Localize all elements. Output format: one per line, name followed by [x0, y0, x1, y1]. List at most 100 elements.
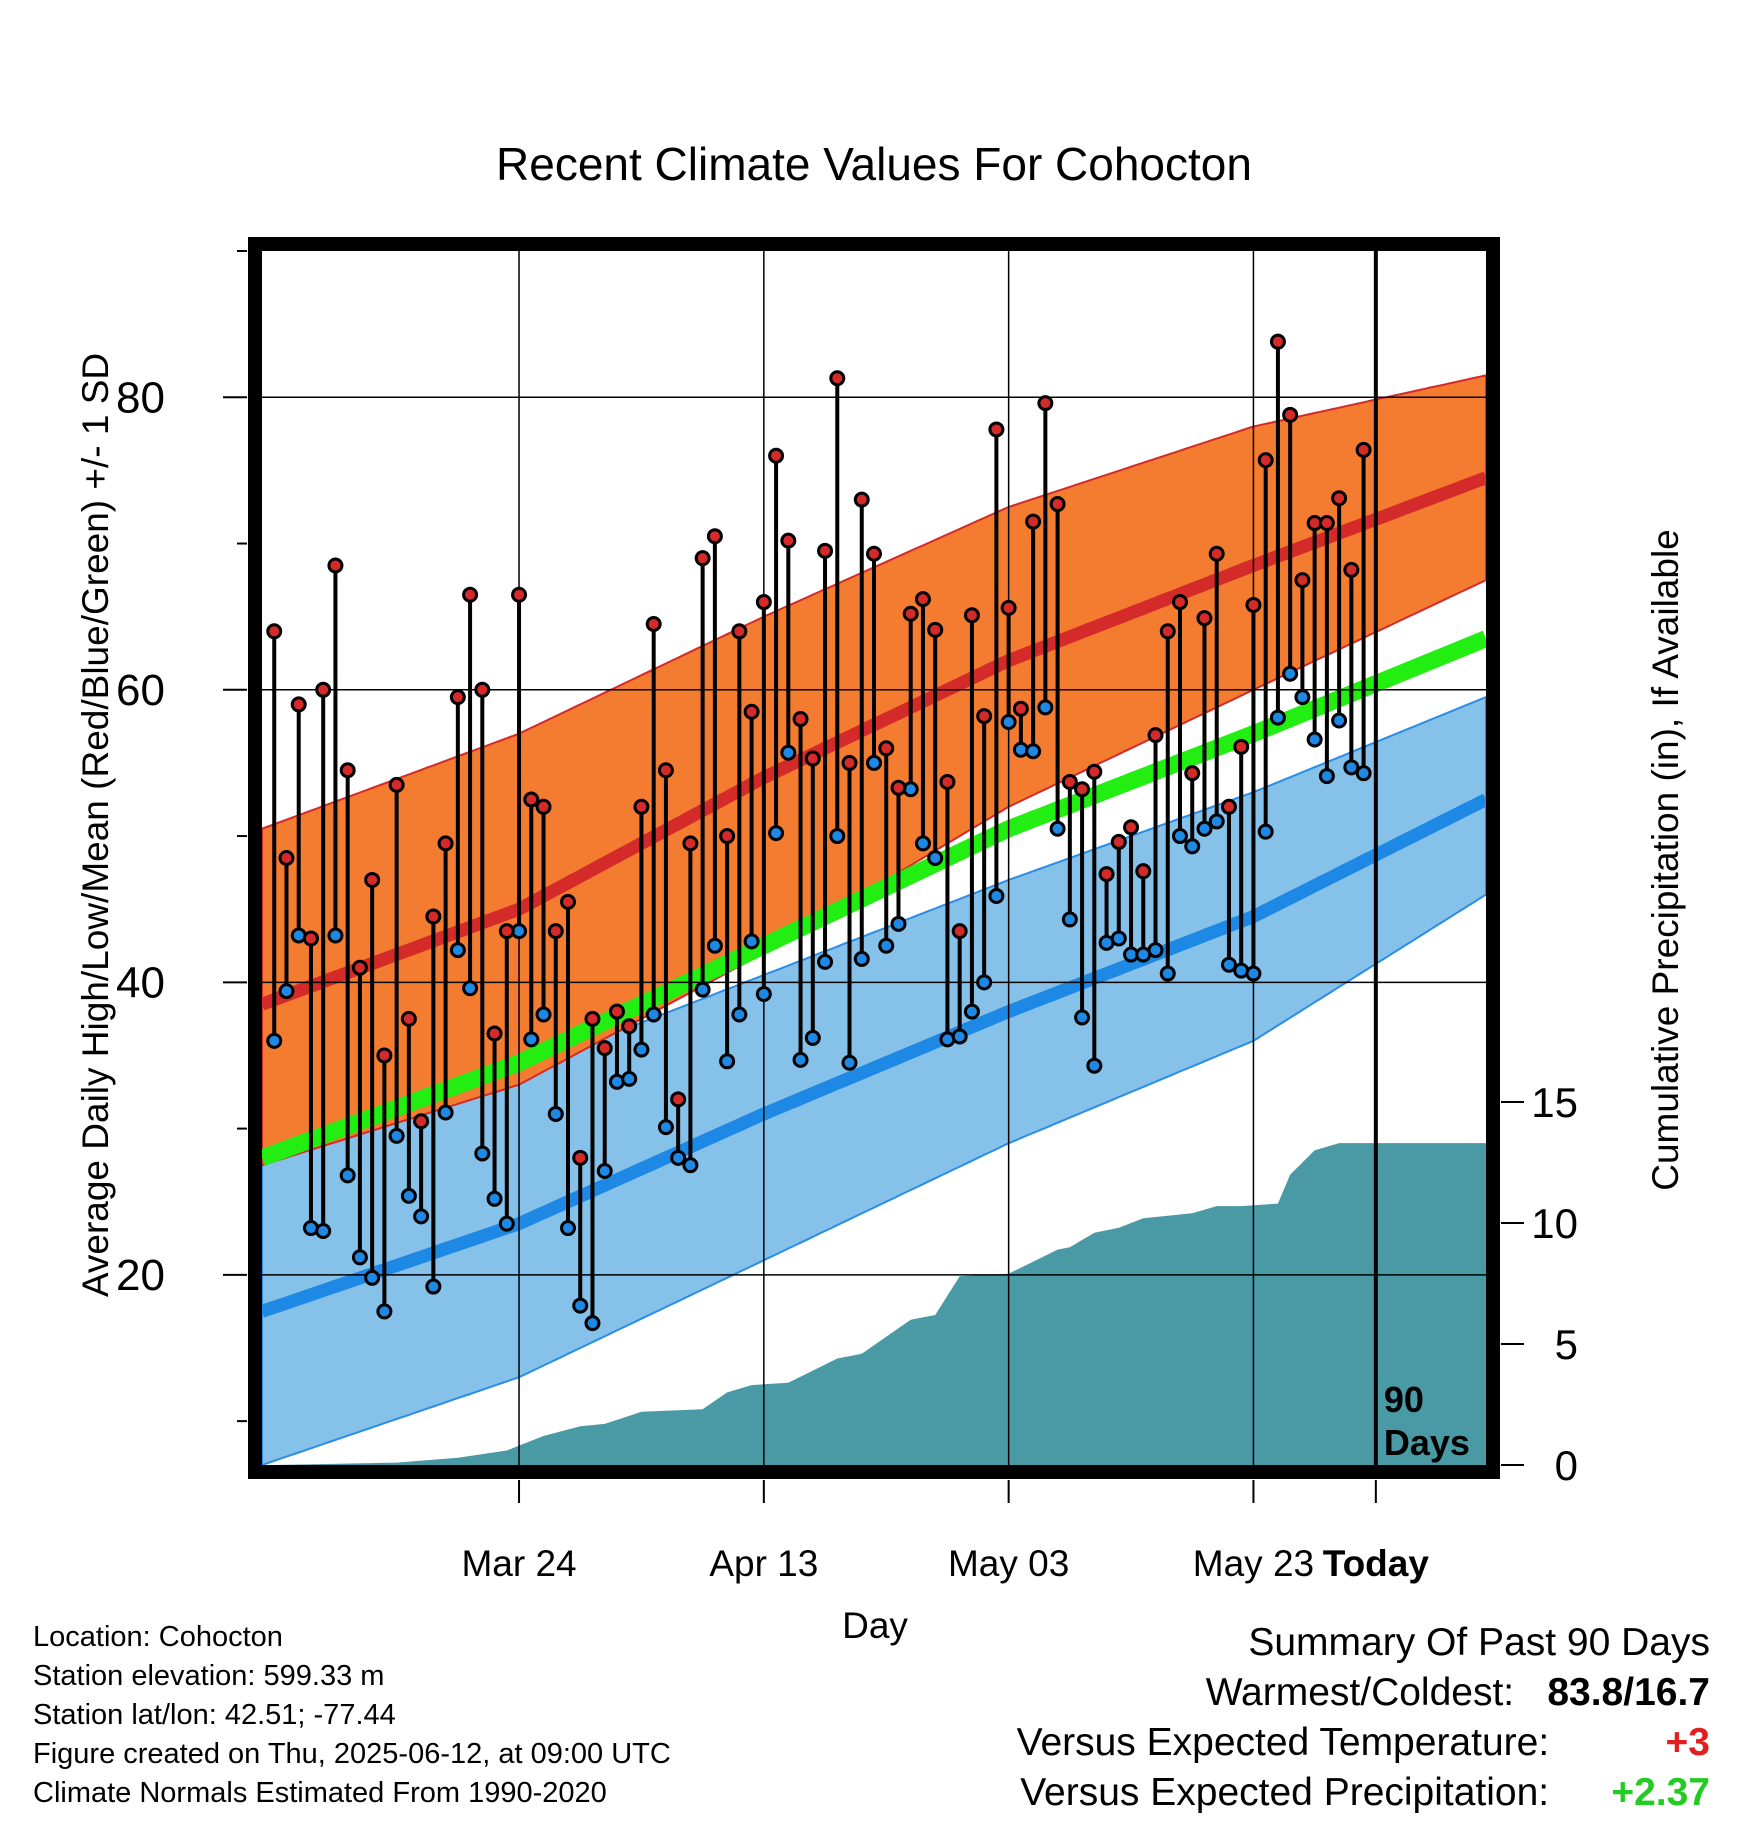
summary-panel: Summary Of Past 90 Days Warmest/Coldest:…: [1017, 1618, 1710, 1818]
high-temp-point: [1074, 781, 1091, 798]
high-temp-point: [1147, 727, 1164, 744]
temp-label: Versus Expected Temperature:: [1016, 1721, 1550, 1764]
high-temp-point: [1184, 765, 1201, 782]
high-temp-point: [266, 623, 283, 640]
x-tick-label: May 03: [948, 1543, 1069, 1584]
high-temp-point: [706, 528, 723, 545]
low-temp-point: [1000, 713, 1017, 730]
info-normals: Climate Normals Estimated From 1990-2020: [33, 1777, 607, 1809]
low-temp-point: [1172, 828, 1188, 845]
high-temp-point: [829, 370, 846, 387]
x-axis-label: Day: [842, 1605, 908, 1646]
low-temp-point: [584, 1315, 601, 1332]
high-temp-point: [1318, 515, 1335, 532]
high-temp-point: [939, 773, 956, 790]
y-tick-label: 60: [116, 666, 165, 715]
high-temp-point: [1061, 773, 1078, 790]
low-temp-point: [1086, 1057, 1103, 1074]
high-temp-point: [376, 1047, 393, 1064]
high-temp-point: [1282, 406, 1299, 423]
low-temp-point: [498, 1215, 515, 1232]
high-temp-point: [976, 708, 993, 725]
low-temp-point: [657, 1119, 674, 1136]
low-temp-point: [1355, 765, 1372, 782]
y-tick-label: 80: [116, 373, 165, 422]
low-temp-point: [633, 1041, 650, 1058]
low-temp-point: [474, 1145, 491, 1162]
low-temp-point: [1037, 699, 1054, 716]
low-temp-point: [706, 937, 723, 954]
low-temp-point: [743, 933, 760, 950]
high-temp-point: [878, 740, 895, 757]
low-temp-point: [1049, 820, 1066, 837]
info-latlon: Station lat/lon: 42.51; -77.44: [33, 1699, 396, 1731]
high-temp-point: [1245, 596, 1262, 613]
temp-value: +3: [1665, 1721, 1710, 1764]
x-tick-label: Today: [1323, 1543, 1430, 1584]
low-temp-point: [890, 915, 907, 932]
high-temp-point: [670, 1091, 687, 1108]
warmest-coldest-label: Warmest/Coldest:: [1205, 1671, 1515, 1714]
low-temp-point: [339, 1167, 356, 1184]
low-temp-point: [523, 1031, 540, 1048]
low-temp-point: [645, 1006, 662, 1023]
high-temp-point: [388, 776, 405, 793]
high-temp-point: [914, 591, 931, 608]
precip-label: Versus Expected Precipitation:: [1020, 1771, 1550, 1814]
high-temp-point: [327, 557, 344, 574]
low-temp-point: [1196, 820, 1213, 837]
high-temp-point: [1159, 623, 1176, 640]
today-days-label-bottom: Days: [1384, 1422, 1470, 1463]
chart-title: Recent Climate Values For Cohocton: [496, 138, 1252, 190]
summary-heading: Summary Of Past 90 Days: [1248, 1621, 1710, 1664]
high-temp-point: [290, 696, 307, 713]
low-temp-point: [804, 1029, 821, 1046]
high-temp-point: [437, 835, 454, 852]
summary-precip: Versus Expected Precipitation: +2.37: [1017, 1768, 1710, 1818]
high-temp-point: [682, 835, 699, 852]
y2-axis-label: Cumulative Precipitation (in), If Availa…: [1645, 529, 1686, 1191]
high-temp-point: [621, 1018, 638, 1035]
high-temp-point: [1110, 833, 1127, 850]
high-temp-point: [768, 447, 785, 464]
low-temp-point: [425, 1278, 442, 1295]
high-temp-point: [792, 711, 809, 728]
high-temp-point: [841, 754, 858, 771]
high-temp-point: [853, 491, 870, 508]
low-temp-point: [266, 1032, 283, 1049]
low-temp-point: [547, 1105, 564, 1122]
low-temp-point: [1282, 665, 1299, 682]
low-temp-point: [1110, 930, 1127, 947]
high-temp-point: [1257, 452, 1274, 469]
info-created: Figure created on Thu, 2025-06-12, at 09…: [33, 1738, 671, 1770]
high-temp-point: [866, 545, 882, 562]
low-temp-point: [719, 1053, 736, 1070]
precip-value: +2.37: [1611, 1771, 1710, 1814]
high-temp-point: [731, 623, 748, 640]
high-temp-point: [988, 421, 1005, 438]
low-temp-point: [572, 1297, 589, 1314]
high-temp-point: [1135, 863, 1152, 880]
high-temp-point: [645, 615, 662, 632]
summary-temp: Versus Expected Temperature: +3: [1017, 1718, 1710, 1768]
high-temp-point: [474, 681, 491, 698]
high-temp-point: [572, 1149, 589, 1166]
high-temp-point: [1343, 561, 1360, 578]
low-temp-point: [927, 850, 944, 866]
high-temp-point: [1086, 763, 1103, 780]
high-temp-point: [1331, 490, 1348, 507]
high-temp-point: [511, 586, 528, 603]
high-temp-point: [1233, 738, 1250, 755]
plot-frame: [248, 237, 1500, 1479]
low-temp-point: [817, 953, 834, 970]
high-temp-point: [498, 923, 515, 940]
low-temp-point: [376, 1303, 393, 1320]
low-temp-point: [976, 974, 993, 991]
high-temp-point: [927, 621, 944, 638]
high-temp-point: [425, 908, 442, 925]
low-temp-point: [621, 1070, 638, 1087]
high-temp-point: [339, 762, 356, 779]
high-temp-point: [302, 930, 319, 947]
high-temp-point: [315, 681, 332, 698]
